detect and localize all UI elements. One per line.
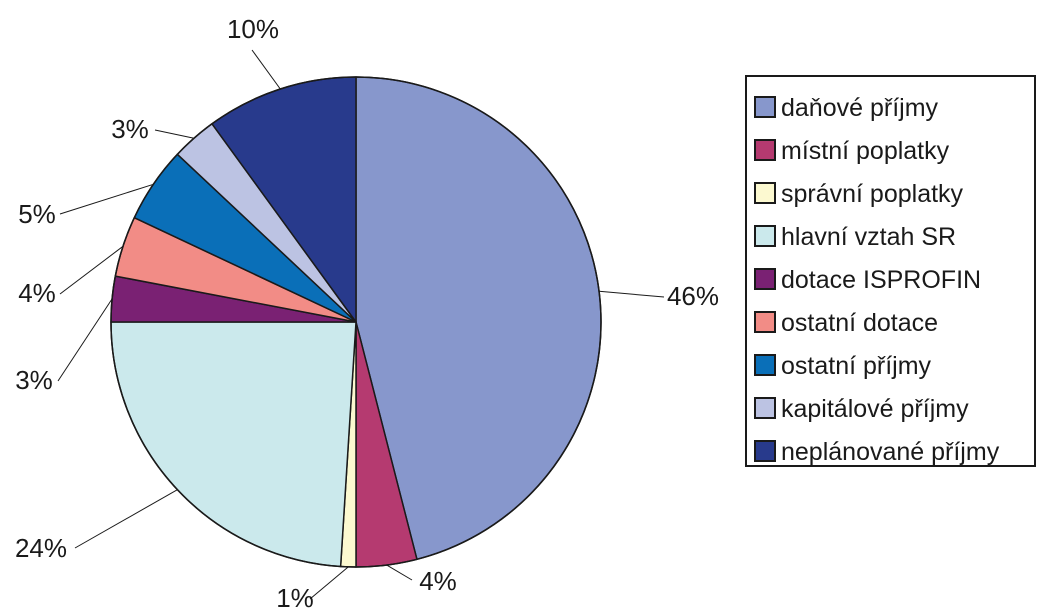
legend-swatch <box>754 397 776 419</box>
leader-line <box>59 183 154 215</box>
legend-swatch <box>754 311 776 333</box>
legend-label: správní poplatky <box>781 180 964 208</box>
legend-label: místní poplatky <box>781 137 950 165</box>
legend-label: hlavní vztah SR <box>781 223 956 251</box>
legend-label: ostatní dotace <box>781 309 938 337</box>
legend-frame <box>745 75 1036 467</box>
legend-swatch <box>754 354 776 376</box>
leader-line <box>154 129 195 139</box>
slice-label: 46% <box>667 281 719 311</box>
legend-swatch <box>754 225 776 247</box>
slice-label: 1% <box>276 583 314 609</box>
legend-swatch <box>754 182 776 204</box>
legend-label: neplánované příjmy <box>781 438 1000 466</box>
pie-slices <box>110 76 602 568</box>
leader-lines <box>57 49 665 600</box>
leader-line <box>57 298 113 382</box>
slice-label: 4% <box>419 566 457 596</box>
slice-label: 5% <box>18 199 56 229</box>
pie-outline <box>110 76 602 568</box>
legend-swatch <box>754 268 776 290</box>
leader-line <box>74 489 178 549</box>
slice-labels: 46% 4% 1% 24% 3% 4% 5% 3% 10% <box>15 14 719 609</box>
legend: daňové příjmy místní poplatky správní popl… <box>745 75 1036 467</box>
leader-line <box>309 566 349 600</box>
leader-line <box>599 290 665 298</box>
leader-line <box>59 245 124 295</box>
slice-label: 3% <box>111 114 149 144</box>
legend-label: dotace ISPROFIN <box>781 266 981 294</box>
legend-swatch <box>754 440 776 462</box>
leader-line <box>251 49 281 90</box>
slice-label: 3% <box>15 365 53 395</box>
pie-slice-hlavni-vztah-sr <box>110 321 357 568</box>
slice-label: 10% <box>227 14 279 44</box>
leader-line <box>386 564 413 581</box>
legend-swatch <box>754 96 776 118</box>
legend-label: kapitálové příjmy <box>781 395 969 423</box>
legend-label: ostatní příjmy <box>781 352 932 380</box>
slice-label: 24% <box>15 533 67 563</box>
legend-label: daňové příjmy <box>781 94 939 122</box>
slice-label: 4% <box>18 278 56 308</box>
legend-swatch <box>754 139 776 161</box>
